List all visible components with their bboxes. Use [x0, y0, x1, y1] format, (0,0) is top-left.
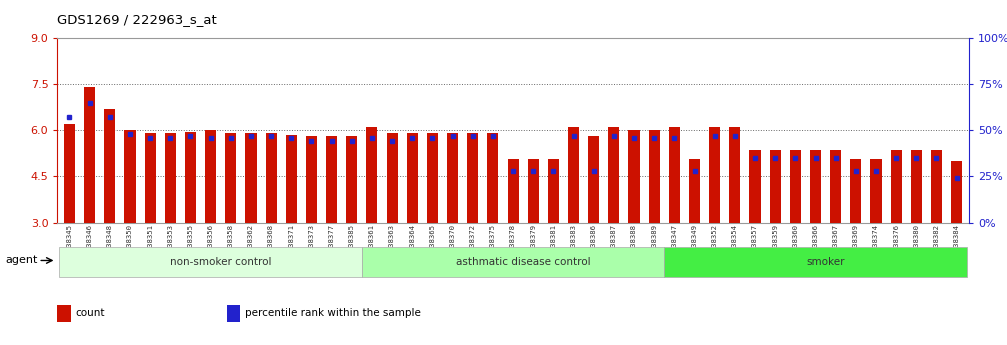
Bar	[286, 135, 297, 223]
Bar	[387, 133, 398, 223]
Bar	[487, 133, 498, 223]
Text: percentile rank within the sample: percentile rank within the sample	[245, 308, 421, 318]
Bar	[548, 159, 559, 223]
Bar	[508, 159, 519, 223]
Bar	[608, 127, 619, 223]
Bar	[185, 132, 196, 223]
Bar	[246, 133, 257, 223]
Bar	[850, 159, 861, 223]
FancyBboxPatch shape	[665, 247, 967, 277]
Bar	[266, 133, 277, 223]
Bar	[367, 127, 378, 223]
Text: asthmatic disease control: asthmatic disease control	[456, 257, 590, 267]
Bar	[57, 305, 70, 322]
Text: count: count	[76, 308, 105, 318]
Bar	[810, 150, 821, 223]
Bar	[890, 150, 901, 223]
Bar	[588, 136, 599, 223]
Bar	[951, 161, 962, 223]
Text: smoker: smoker	[807, 257, 845, 267]
Text: non-smoker control: non-smoker control	[170, 257, 272, 267]
Bar	[830, 150, 841, 223]
Bar	[85, 87, 96, 223]
Bar	[789, 150, 801, 223]
Bar	[689, 159, 700, 223]
Bar	[447, 133, 458, 223]
Bar	[227, 305, 240, 322]
Text: GDS1269 / 222963_s_at: GDS1269 / 222963_s_at	[57, 13, 218, 26]
Bar	[346, 136, 357, 223]
Bar	[105, 109, 116, 223]
Bar	[930, 150, 942, 223]
Bar	[407, 133, 418, 223]
Bar	[669, 127, 680, 223]
Bar	[709, 127, 720, 223]
Text: agent: agent	[5, 256, 37, 265]
Bar	[628, 130, 639, 223]
Bar	[145, 133, 156, 223]
Bar	[205, 130, 217, 223]
Bar	[649, 130, 660, 223]
Bar	[729, 127, 740, 223]
Bar	[306, 136, 317, 223]
FancyBboxPatch shape	[362, 247, 665, 277]
Bar	[326, 136, 337, 223]
Bar	[749, 150, 760, 223]
Bar	[165, 133, 176, 223]
Bar	[528, 159, 539, 223]
Bar	[226, 133, 237, 223]
Bar	[467, 133, 478, 223]
Bar	[910, 150, 921, 223]
FancyBboxPatch shape	[59, 247, 362, 277]
Bar	[769, 150, 780, 223]
Bar	[568, 127, 579, 223]
Bar	[64, 124, 76, 223]
Bar	[125, 130, 136, 223]
Bar	[870, 159, 881, 223]
Bar	[427, 133, 438, 223]
